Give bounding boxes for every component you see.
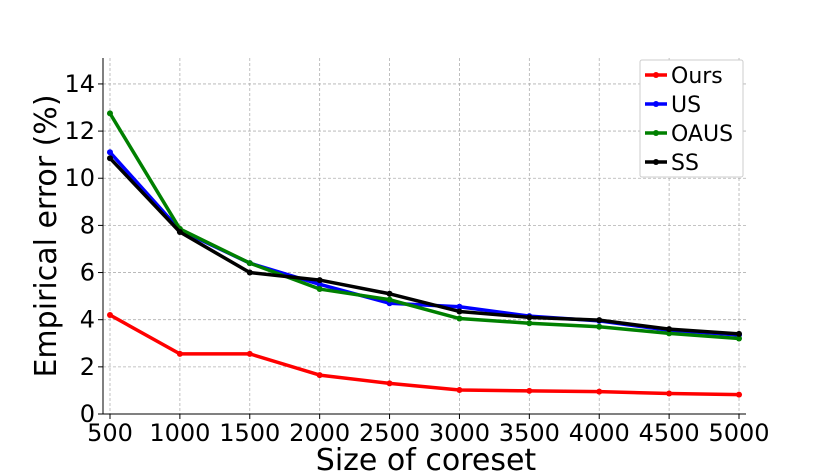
data-point-ss: [526, 314, 533, 321]
y-tick-label: 0: [80, 400, 95, 428]
legend-label-ours: Ours: [671, 64, 723, 89]
data-point-ss: [456, 308, 463, 315]
legend-label-us: US: [671, 93, 701, 118]
data-point-ours: [666, 390, 673, 397]
legend-marker-ours: [653, 72, 659, 78]
legend-label-oaus: OAUS: [671, 122, 733, 147]
y-tick-label: 2: [80, 353, 95, 381]
data-point-ss: [106, 155, 113, 162]
x-tick-label: 5000: [708, 419, 769, 447]
y-tick-label: 4: [80, 306, 95, 334]
legend-label-ss: SS: [671, 151, 699, 176]
y-tick-label: 6: [80, 259, 95, 287]
legend-marker-ss: [653, 159, 659, 165]
data-point-ours: [456, 386, 463, 393]
series-lines: [106, 110, 743, 398]
y-axis-label: Empirical error (%): [29, 94, 64, 377]
data-point-ss: [666, 326, 673, 333]
x-tick-label: 1500: [219, 419, 280, 447]
y-tick-label: 10: [64, 164, 95, 192]
data-point-us: [106, 149, 113, 156]
x-tick-label: 4500: [639, 419, 700, 447]
tick-labels: 500 1000 1500 2000 2500 3000 3500 4000 4500 5000 0…: [64, 70, 769, 447]
x-tick-label: 2500: [359, 419, 420, 447]
x-tick-label: 1000: [149, 419, 210, 447]
data-point-us: [456, 303, 463, 310]
data-point-ours: [316, 372, 323, 379]
series-line-ss: [108, 156, 740, 336]
data-point-oaus: [456, 315, 463, 322]
data-point-ss: [316, 277, 323, 284]
data-point-us: [316, 281, 323, 288]
data-point-ours: [596, 388, 603, 395]
data-point-ours: [106, 311, 113, 318]
y-tick-label: 14: [64, 70, 95, 98]
legend: Ours US OAUS SS: [639, 59, 744, 178]
data-point-oaus: [736, 335, 743, 342]
data-point-oaus: [246, 260, 253, 267]
data-point-ss: [386, 290, 393, 297]
x-tick-label: 3500: [499, 419, 560, 447]
x-tick-label: 2000: [289, 419, 350, 447]
x-tick-label: 4000: [569, 419, 630, 447]
series-line-ours: [109, 313, 740, 397]
data-point-ours: [736, 391, 743, 398]
data-point-oaus: [666, 330, 673, 337]
y-tick-label: 12: [64, 117, 95, 145]
data-point-oaus: [316, 286, 323, 293]
data-point-ss: [596, 317, 603, 324]
grid: [103, 58, 746, 415]
legend-marker-oaus: [653, 130, 659, 136]
data-point-ss: [736, 330, 743, 337]
data-point-ss: [176, 228, 183, 235]
axes: [98, 58, 746, 419]
legend-box: [639, 59, 744, 178]
data-point-oaus: [106, 110, 113, 117]
legend-marker-us: [653, 101, 659, 107]
x-tick-label: 500: [87, 419, 133, 447]
data-point-ours: [386, 380, 393, 387]
data-point-ours: [176, 350, 183, 357]
series-line-oaus: [108, 112, 740, 341]
y-tick-label: 8: [80, 211, 95, 239]
data-point-oaus: [526, 320, 533, 327]
data-point-ours: [246, 350, 253, 357]
x-tick-label: 3000: [429, 419, 490, 447]
data-point-oaus: [386, 296, 393, 303]
x-axis-label: Size of coreset: [316, 443, 537, 475]
data-point-ss: [246, 269, 253, 276]
data-point-oaus: [596, 323, 603, 330]
data-point-ours: [526, 387, 533, 394]
